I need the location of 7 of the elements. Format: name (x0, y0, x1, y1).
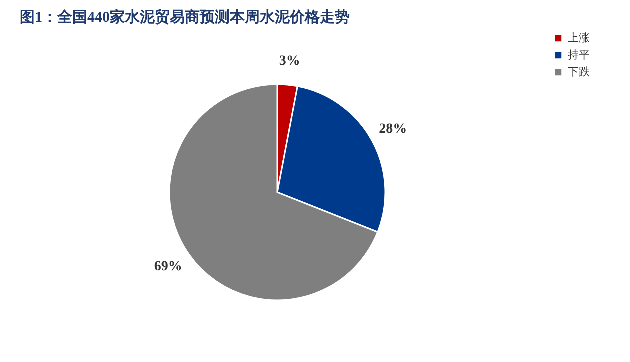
data-label: 3% (279, 54, 300, 70)
data-label: 69% (154, 260, 182, 275)
legend-label: 下跌 (568, 66, 590, 78)
legend-label: 上涨 (568, 32, 590, 44)
legend-label: 持平 (568, 48, 590, 62)
chart-title: 图1：全国440家水泥贸易商预测本周水泥价格走势 (20, 8, 350, 26)
data-label: 28% (379, 122, 408, 137)
